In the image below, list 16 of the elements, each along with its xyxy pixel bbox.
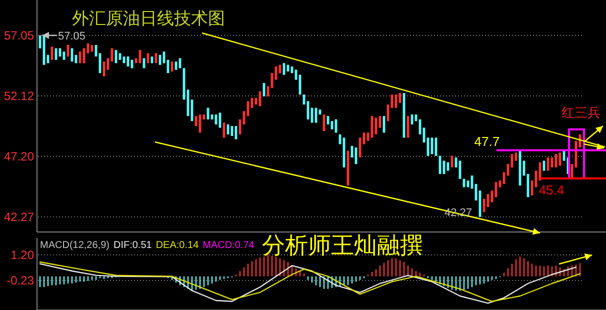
- annotation: 红三兵: [562, 105, 600, 120]
- ref-line-label: 47.7: [474, 134, 500, 150]
- ref-line-label: 45.4: [538, 182, 564, 198]
- y-tick-label: 57.05: [4, 28, 34, 42]
- annotation: 57.05: [58, 30, 86, 42]
- y-tick-label: 52.12: [4, 88, 34, 103]
- text: DEA:0.14: [156, 240, 200, 251]
- y-tick-label: 42.27: [4, 210, 34, 224]
- chart-title: MACD(12,26,9): [40, 240, 110, 251]
- y-tick-label: -0.23: [6, 273, 34, 288]
- annotation: 分析师王灿融撰: [262, 232, 423, 258]
- y-tick-label: 47.20: [4, 149, 34, 164]
- chart-title: 外汇原油日线技术图: [72, 9, 225, 28]
- text: DIF:0.51: [113, 240, 152, 251]
- series-label: MACD:0.74: [202, 240, 255, 251]
- y-tick-label: 1.20: [10, 248, 34, 262]
